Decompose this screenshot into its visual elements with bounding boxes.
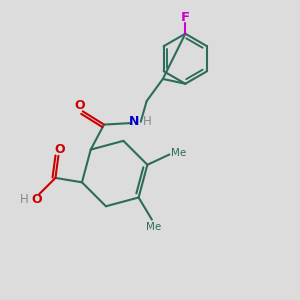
Text: O: O [55, 143, 65, 156]
Text: O: O [74, 99, 85, 112]
Text: N: N [129, 115, 139, 128]
Text: H: H [20, 194, 28, 206]
Text: O: O [31, 194, 42, 206]
Text: Me: Me [146, 222, 161, 232]
Text: Me: Me [171, 148, 186, 158]
Text: H: H [143, 115, 152, 128]
Text: F: F [181, 11, 190, 24]
